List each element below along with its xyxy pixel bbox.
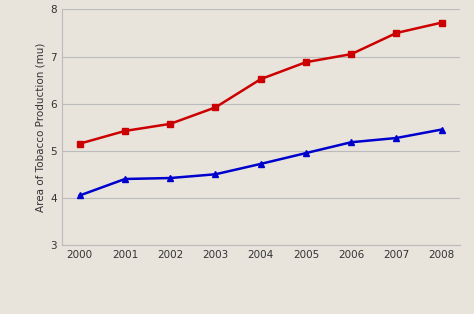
Tobacco Households in Control Group	[122, 177, 128, 181]
Tobacco Households in Control Group	[77, 193, 82, 198]
Tobacco Households in Control Group	[303, 151, 309, 155]
Line: Tobacco Households in Treatment Group: Tobacco Households in Treatment Group	[76, 19, 445, 147]
Tobacco Households in Treatment Group	[439, 21, 445, 24]
Line: Tobacco Households in Control Group: Tobacco Households in Control Group	[76, 126, 445, 199]
Tobacco Households in Treatment Group	[213, 106, 219, 109]
Tobacco Households in Control Group	[167, 176, 173, 180]
Tobacco Households in Control Group	[348, 140, 354, 144]
Tobacco Households in Treatment Group	[303, 60, 309, 64]
Tobacco Households in Treatment Group	[393, 31, 399, 35]
Tobacco Households in Treatment Group	[77, 142, 82, 145]
Tobacco Households in Control Group	[258, 162, 264, 166]
Tobacco Households in Treatment Group	[167, 122, 173, 126]
Y-axis label: Area of Tobacco Production (mu): Area of Tobacco Production (mu)	[36, 42, 46, 212]
Tobacco Households in Control Group	[439, 128, 445, 132]
Tobacco Households in Control Group	[393, 136, 399, 140]
Tobacco Households in Treatment Group	[258, 77, 264, 81]
Tobacco Households in Treatment Group	[348, 52, 354, 56]
Tobacco Households in Treatment Group	[122, 129, 128, 133]
Tobacco Households in Control Group	[213, 172, 219, 176]
